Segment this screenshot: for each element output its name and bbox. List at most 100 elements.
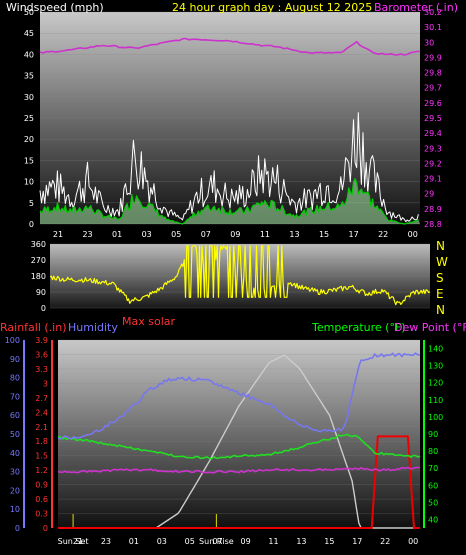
wind-y-tick-label: 5: [29, 199, 34, 208]
barometer-y-tick-label: 30: [424, 38, 434, 47]
barometer-y-tick-label: 29.1: [424, 175, 442, 184]
barometer-y-tick-label: 29: [424, 190, 434, 199]
rain-y-tick-label: 0.9: [35, 481, 48, 490]
temp-y-tick-label: 110: [428, 396, 443, 405]
direction-y-tick-label: 360: [31, 240, 46, 249]
wind-y-tick-label: 15: [24, 156, 34, 165]
wind-x-tick-label: 22: [378, 230, 388, 239]
lower-x-tick-label: 05: [185, 537, 195, 546]
temp-y-tick-label: 40: [428, 515, 438, 524]
lower-x-tick-label: 22: [380, 537, 390, 546]
lower-x-tick-label: 23: [101, 537, 111, 546]
rain-y-tick-label: 3.3: [35, 365, 48, 374]
wind-x-tick-label: 11: [260, 230, 270, 239]
wind-avg-line: [39, 178, 419, 225]
barometer-y-tick-label: 29.3: [424, 144, 442, 153]
temp-y-tick-label: 130: [428, 362, 443, 371]
rain-y-tick-label: 0: [43, 524, 48, 533]
lower-x-tick-label: 17: [352, 537, 362, 546]
direction-y-tick-label: 90: [36, 288, 46, 297]
direction-label-n-top: N: [436, 239, 445, 253]
temp-y-tick-label: 60: [428, 481, 438, 490]
rainfall-axis-label: Rainfall (.in): [0, 321, 67, 334]
lower-x-tick-label: 11: [268, 537, 278, 546]
humidity-y-tick-label: 90: [10, 355, 20, 364]
temp-y-tick-label: 80: [428, 447, 438, 456]
humidity-y-tick-label: 70: [10, 392, 20, 401]
wind-x-tick-label: 17: [349, 230, 359, 239]
rain-y-tick-label: 3.9: [35, 336, 48, 345]
wind-x-tick-label: 21: [53, 230, 63, 239]
direction-y-tick-label: 0: [41, 304, 46, 313]
barometer-y-tick-label: 29.9: [424, 53, 442, 62]
lower-x-tick-label: 07: [213, 537, 223, 546]
dewpoint-line: [57, 466, 421, 474]
chart-title: 24 hour graph day : August 12 2025: [172, 1, 373, 14]
lower-plot-area: [58, 340, 420, 528]
humidity-y-tick-label: 100: [5, 336, 20, 345]
wind-x-tick-label: 23: [82, 230, 92, 239]
temp-y-tick-label: 70: [428, 464, 438, 473]
rain-y-tick-label: 3: [43, 379, 48, 388]
humidity-y-tick-label: 50: [10, 430, 20, 439]
lower-x-tick-label: 13: [296, 537, 306, 546]
lower-x-tick-label: 01: [129, 537, 139, 546]
wind-x-tick-label: 07: [201, 230, 211, 239]
wind-x-tick-label: 01: [112, 230, 122, 239]
wind-y-tick-label: 20: [24, 135, 34, 144]
humidity-y-tick-label: 30: [10, 468, 20, 477]
lower-x-tick-label: 21: [73, 537, 83, 546]
rainfall-line: [58, 435, 420, 529]
temp-y-tick-label: 140: [428, 345, 443, 354]
wind-y-tick-label: 25: [24, 114, 34, 123]
dewpoint-axis-label: Dew Point (°F): [394, 321, 466, 334]
barometer-y-tick-label: 28.9: [424, 205, 442, 214]
wind-x-tick-label: 13: [289, 230, 299, 239]
humidity-y-tick-label: 40: [10, 449, 20, 458]
rain-y-tick-label: 0.6: [35, 495, 48, 504]
wind-y-tick-label: 35: [24, 72, 34, 81]
max-solar-label: Max solar: [122, 315, 176, 328]
humidity-y-tick-label: 10: [10, 505, 20, 514]
wind-x-tick-label: 05: [171, 230, 181, 239]
temperature-line: [57, 433, 421, 460]
direction-label-s: S: [436, 271, 444, 285]
barometer-y-tick-label: 28.8: [424, 220, 442, 229]
lower-x-tick-label: 09: [240, 537, 250, 546]
wind-gust-line: [39, 112, 419, 223]
barometer-y-tick-label: 29.8: [424, 69, 442, 78]
barometer-y-tick-label: 29.5: [424, 114, 442, 123]
lower-x-tick-label: 15: [324, 537, 334, 546]
direction-y-tick-label: 180: [31, 272, 46, 281]
wind-y-tick-label: 0: [29, 220, 34, 229]
humidity-y-tick-label: 0: [15, 524, 20, 533]
barometer-y-tick-label: 29.7: [424, 84, 442, 93]
humidity-y-tick-label: 80: [10, 374, 20, 383]
rain-y-tick-label: 3.6: [35, 350, 48, 359]
temp-y-tick-label: 100: [428, 413, 443, 422]
direction-label-e: E: [436, 287, 444, 301]
rain-y-tick-label: 2.4: [35, 408, 48, 417]
barometer-axis-label: Barometer (.in): [374, 1, 458, 14]
humidity-y-tick-label: 20: [10, 486, 20, 495]
direction-label-n-bottom: N: [436, 303, 445, 317]
barometer-y-tick-label: 29.6: [424, 99, 442, 108]
wind-y-tick-label: 50: [24, 8, 34, 17]
temperature-axis-label: Temperature (°F): [312, 321, 406, 334]
lower-x-tick-label: 03: [157, 537, 167, 546]
temp-y-tick-label: 120: [428, 379, 443, 388]
lower-x-tick-label: 00: [408, 537, 418, 546]
temp-y-tick-label: 50: [428, 498, 438, 507]
rain-y-tick-label: 1.5: [35, 452, 48, 461]
wind-y-tick-label: 40: [24, 50, 34, 59]
wind-direction-line: [49, 245, 431, 306]
wind-x-tick-label: 00: [408, 230, 418, 239]
barometer-y-tick-label: 30.1: [424, 23, 442, 32]
wind-y-tick-label: 10: [24, 178, 34, 187]
rain-y-tick-label: 2.7: [35, 394, 48, 403]
rain-y-tick-label: 0.3: [35, 510, 48, 519]
barometer-y-tick-label: 29.4: [424, 129, 442, 138]
wind-x-tick-label: 09: [230, 230, 240, 239]
